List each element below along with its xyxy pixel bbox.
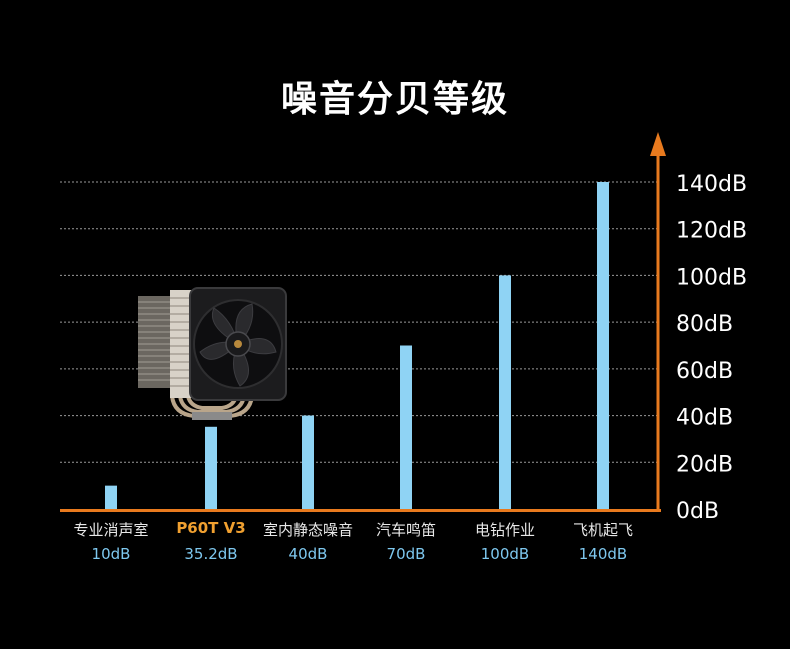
y-tick-label: 100dB [676,265,747,290]
category-label: 专业消声室 [73,521,149,539]
y-tick-label: 140dB [676,172,747,197]
bar [400,345,412,509]
category-label: 汽车鸣笛 [375,521,436,539]
y-tick-labels: 0dB 20dB 40dB 60dB 80dB 100dB 120dB 140dB [676,172,747,524]
value-label: 100dB [480,545,530,563]
y-tick-label: 20dB [676,452,733,477]
y-tick-label: 80dB [676,312,733,337]
value-label: 70dB [386,545,426,563]
category-label: 飞机起飞 [572,521,633,539]
chart-title: 噪音分贝等级 [280,79,509,120]
category-label: P60T V3 [176,519,246,537]
y-tick-label: 40dB [676,406,733,431]
value-label: 10dB [91,545,131,563]
value-label: 40dB [288,545,328,563]
bar [105,485,117,509]
bar [499,275,511,509]
bars [105,182,609,509]
category-label: 电钻作业 [474,521,535,539]
bar [302,415,314,509]
value-label: 35.2dB [184,545,238,563]
y-axis-arrow-icon [650,132,666,156]
y-tick-label: 120dB [676,219,747,244]
axes [60,132,666,512]
bar [597,182,609,509]
value-label: 140dB [578,545,628,563]
y-tick-label: 0dB [676,499,719,524]
y-tick-label: 60dB [676,359,733,384]
category-label: 室内静态噪音 [262,521,353,539]
bar [205,426,217,509]
cpu-cooler-icon [138,287,287,420]
